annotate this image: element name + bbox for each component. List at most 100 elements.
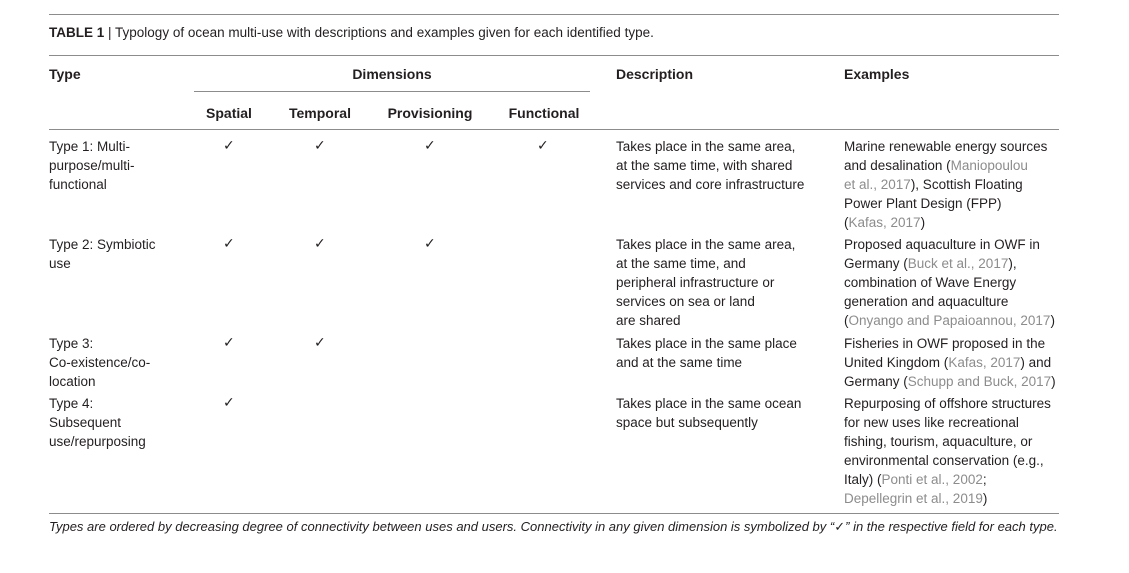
description-line: Takes place in the same ocean xyxy=(616,396,802,411)
examples-text: and desalination ( xyxy=(844,158,951,173)
citation-reference: Onyango and Papaioannou, 2017 xyxy=(848,313,1051,328)
examples-line: Power Plant Design (FPP) xyxy=(844,194,1059,213)
caption-label: TABLE 1 xyxy=(49,25,105,40)
examples-text: ), Scottish Floating xyxy=(910,177,1023,192)
description-cell: Takes place in the same area, at the same… xyxy=(616,235,831,330)
examples-cell: Marine renewable energy sources and desal… xyxy=(844,137,1059,232)
temporal-check: ✓ xyxy=(314,138,326,154)
description-line: are shared xyxy=(616,313,681,328)
citation-reference: et al., 2017 xyxy=(844,177,911,192)
provisioning-check: ✓ xyxy=(424,236,436,252)
examples-text: Proposed aquaculture in OWF in xyxy=(844,237,1040,252)
citation-reference: Maniopoulou xyxy=(950,158,1028,173)
citation-reference: Kafas, 2017 xyxy=(948,355,1021,370)
header-temporal: Temporal xyxy=(289,105,351,121)
examples-cell: Proposed aquaculture in OWF in Germany (B… xyxy=(844,235,1059,330)
type-line: use/repurposing xyxy=(49,434,146,449)
header-functional: Functional xyxy=(508,105,580,121)
functional-check: ✓ xyxy=(537,138,549,154)
examples-text: environmental conservation (e.g., xyxy=(844,453,1044,468)
examples-text: combination of Wave Energy xyxy=(844,275,1017,290)
examples-line: Germany (Schupp and Buck, 2017) xyxy=(844,372,1059,391)
examples-text: Marine renewable energy sources xyxy=(844,139,1048,154)
examples-text: United Kingdom ( xyxy=(844,355,949,370)
header-spatial: Spatial xyxy=(206,105,252,121)
type-line: use xyxy=(49,256,71,271)
temporal-check: ✓ xyxy=(314,236,326,252)
description-line: Takes place in the same area, xyxy=(616,237,796,252)
header-top-rule xyxy=(49,55,1059,56)
examples-text: ), xyxy=(1008,256,1017,271)
description-cell: Takes place in the same ocean space but s… xyxy=(616,394,831,432)
description-line: Takes place in the same place xyxy=(616,336,797,351)
examples-text: ) xyxy=(1050,313,1055,328)
temporal-check: ✓ xyxy=(314,335,326,351)
examples-line: et al., 2017), Scottish Floating xyxy=(844,175,1059,194)
description-cell: Takes place in the same place and at the … xyxy=(616,334,831,372)
examples-cell: Fisheries in OWF proposed in the United K… xyxy=(844,334,1059,391)
citation-reference: Ponti et al., 2002 xyxy=(881,472,983,487)
examples-text: Germany ( xyxy=(844,374,908,389)
bottom-rule xyxy=(49,513,1059,514)
type-line: location xyxy=(49,374,96,389)
examples-text: Italy) ( xyxy=(844,472,882,487)
examples-text: Germany ( xyxy=(844,256,908,271)
type-cell: Type 4: Subsequent use/repurposing xyxy=(49,394,179,451)
type-line: Type 2: Symbiotic xyxy=(49,237,156,252)
dimensions-subrule xyxy=(194,91,590,92)
header-provisioning: Provisioning xyxy=(387,105,473,121)
type-line: Co-existence/co- xyxy=(49,355,151,370)
examples-line: Repurposing of offshore structures xyxy=(844,394,1059,413)
spatial-check: ✓ xyxy=(223,395,235,411)
provisioning-check: ✓ xyxy=(424,138,436,154)
examples-text: ) xyxy=(920,215,926,230)
description-line: space but subsequently xyxy=(616,415,758,430)
top-rule xyxy=(49,14,1059,15)
description-cell: Takes place in the same area, at the same… xyxy=(616,137,831,194)
examples-line: environmental conservation (e.g., xyxy=(844,451,1059,470)
examples-line: and desalination (Maniopoulou xyxy=(844,156,1059,175)
table-caption: TABLE 1 | Typology of ocean multi-use wi… xyxy=(49,25,654,40)
citation-reference: Schupp and Buck, 2017 xyxy=(907,374,1052,389)
description-line: peripheral infrastructure or xyxy=(616,275,775,290)
examples-line: combination of Wave Energy xyxy=(844,273,1059,292)
spatial-check: ✓ xyxy=(223,138,235,154)
examples-text: Repurposing of offshore structures xyxy=(844,396,1051,411)
examples-text: ) and xyxy=(1020,355,1052,370)
table-footnote: Types are ordered by decreasing degree o… xyxy=(49,519,1058,534)
citation-reference: Kafas, 2017 xyxy=(848,215,921,230)
examples-line: fishing, tourism, aquaculture, or xyxy=(844,432,1059,451)
examples-line: Marine renewable energy sources xyxy=(844,137,1059,156)
citation-reference: Depellegrin et al., 2019 xyxy=(844,491,983,506)
spatial-check: ✓ xyxy=(223,335,235,351)
examples-line: generation and aquaculture xyxy=(844,292,1059,311)
examples-text: ( xyxy=(844,313,849,328)
examples-text: ; xyxy=(982,472,987,487)
caption-text: Typology of ocean multi-use with descrip… xyxy=(115,25,654,40)
type-cell: Type 2: Symbiotic use xyxy=(49,235,179,273)
header-examples: Examples xyxy=(844,66,910,82)
examples-text: generation and aquaculture xyxy=(844,294,1009,309)
type-line: Type 4: xyxy=(49,396,94,411)
spatial-check: ✓ xyxy=(223,236,235,252)
caption-separator: | xyxy=(104,25,116,40)
examples-line: Italy) (Ponti et al., 2002; xyxy=(844,470,1059,489)
header-bottom-rule xyxy=(49,129,1059,130)
description-line: and at the same time xyxy=(616,355,743,370)
examples-text: ) xyxy=(982,491,988,506)
header-type: Type xyxy=(49,66,81,82)
type-line: Type 3: xyxy=(49,336,94,351)
examples-line: (Kafas, 2017) xyxy=(844,213,1059,232)
examples-text: Power Plant Design (FPP) xyxy=(844,196,1002,211)
examples-line: Fisheries in OWF proposed in the xyxy=(844,334,1059,353)
type-line: Type 1: Multi- xyxy=(49,139,131,154)
header-dimensions: Dimensions xyxy=(352,66,432,82)
description-line: services on sea or land xyxy=(616,294,755,309)
description-line: Takes place in the same area, xyxy=(616,139,796,154)
examples-cell: Repurposing of offshore structures for ne… xyxy=(844,394,1059,508)
examples-text: Fisheries in OWF proposed in the xyxy=(844,336,1046,351)
examples-text: ) xyxy=(1051,374,1056,389)
examples-line: (Onyango and Papaioannou, 2017) xyxy=(844,311,1059,330)
examples-text: fishing, tourism, aquaculture, or xyxy=(844,434,1033,449)
type-line: functional xyxy=(49,177,107,192)
